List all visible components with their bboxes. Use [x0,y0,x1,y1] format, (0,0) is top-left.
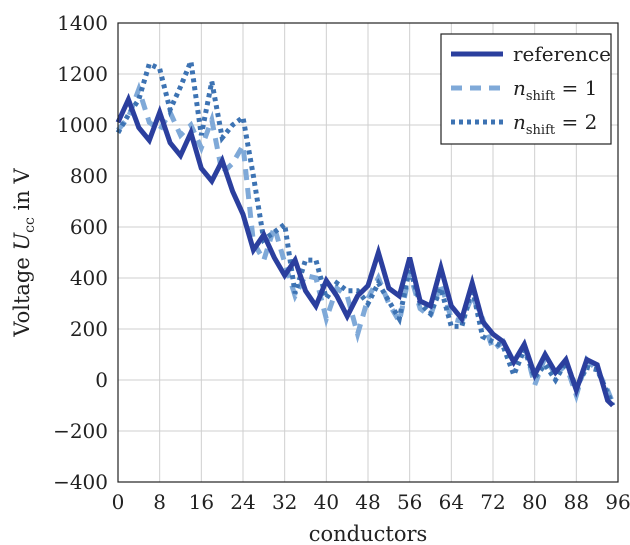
x-tick-label: 64 [439,490,464,514]
x-tick-label: 72 [480,490,505,514]
legend-subscript: shift [526,89,556,104]
legend-symbol: n [513,76,526,100]
y-tick-label: 400 [70,266,108,290]
y-tick-label: 1400 [57,11,108,35]
legend-label-nshift-1: nshift = 1 [513,76,597,104]
legend-entry-nshift-2: nshift = 2 [451,110,597,138]
legend-suffix: = 1 [555,76,597,100]
legend-label-nshift-2: nshift = 2 [513,110,597,138]
y-tick-label: 600 [70,215,108,239]
y-axis-title-suffix: in V [10,168,34,218]
x-tick-label: 96 [605,490,630,514]
x-tick-label: 56 [397,490,422,514]
y-tick-label: −400 [53,470,108,494]
series-line-0 [115,92,615,408]
y-tick-label: 200 [70,317,108,341]
legend: reference nshift = 1 nshift = 2 [440,33,612,145]
x-tick-label: 24 [230,490,255,514]
plot-frame [117,22,619,483]
x-tick-label: 40 [314,490,339,514]
y-axis-title: Voltage Ucc in V [10,168,38,338]
x-tick-label: 80 [522,490,547,514]
x-tick-label: 16 [189,490,214,514]
y-axis-title-symbol: U [10,232,34,251]
x-axis-title: conductors [309,522,428,545]
y-tick-label: −200 [53,419,108,443]
legend-suffix: = 2 [555,110,597,134]
legend-subscript: shift [526,123,556,138]
x-tick-labels: 0 8 16 24 32 40 48 56 64 72 80 88 96 [112,490,630,514]
y-tick-label: 1200 [57,62,108,86]
x-tick-label: 88 [564,490,589,514]
legend-symbol: n [513,110,526,134]
legend-entry-reference: reference [451,42,611,66]
legend-entry-nshift-1: nshift = 1 [451,76,597,104]
x-tick-label: 32 [272,490,297,514]
y-tick-label: 800 [70,164,108,188]
y-axis-title-subscript: cc [22,217,38,233]
series-line-2 [115,51,616,407]
legend-label-reference: reference [513,42,611,66]
series-line-1 [116,81,616,404]
y-tick-label: 0 [95,368,108,392]
y-tick-label: 1000 [57,113,108,137]
x-tick-label: 48 [355,490,380,514]
x-tick-label: 8 [153,490,166,514]
y-tick-labels: −400 −200 0 200 400 600 800 1000 1200 1400 [53,11,108,494]
y-axis-title-prefix: Voltage [10,251,34,338]
series-lines [115,51,616,408]
x-tick-label: 0 [112,490,125,514]
